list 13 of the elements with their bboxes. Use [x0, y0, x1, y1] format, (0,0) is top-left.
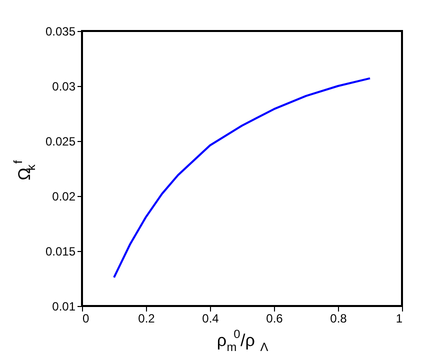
line-series: [113, 77, 371, 278]
y-tick-label: 0.03: [52, 80, 76, 94]
x-tick-label: 1: [396, 312, 403, 326]
y-tick-label: 0.035: [45, 24, 76, 38]
x-tick-label: 0.8: [330, 312, 348, 326]
y-tick-label: 0.015: [45, 244, 76, 258]
x-tick-label: 0.4: [202, 312, 220, 326]
y-tick-label: 0.02: [52, 190, 76, 204]
y-tick-label: 0.01: [52, 300, 76, 314]
x-tick-label: 0.6: [266, 312, 284, 326]
x-tick-label: 0: [82, 312, 90, 326]
y-tick-label: 0.025: [45, 134, 76, 148]
x-tick-label: 0.2: [138, 312, 156, 326]
